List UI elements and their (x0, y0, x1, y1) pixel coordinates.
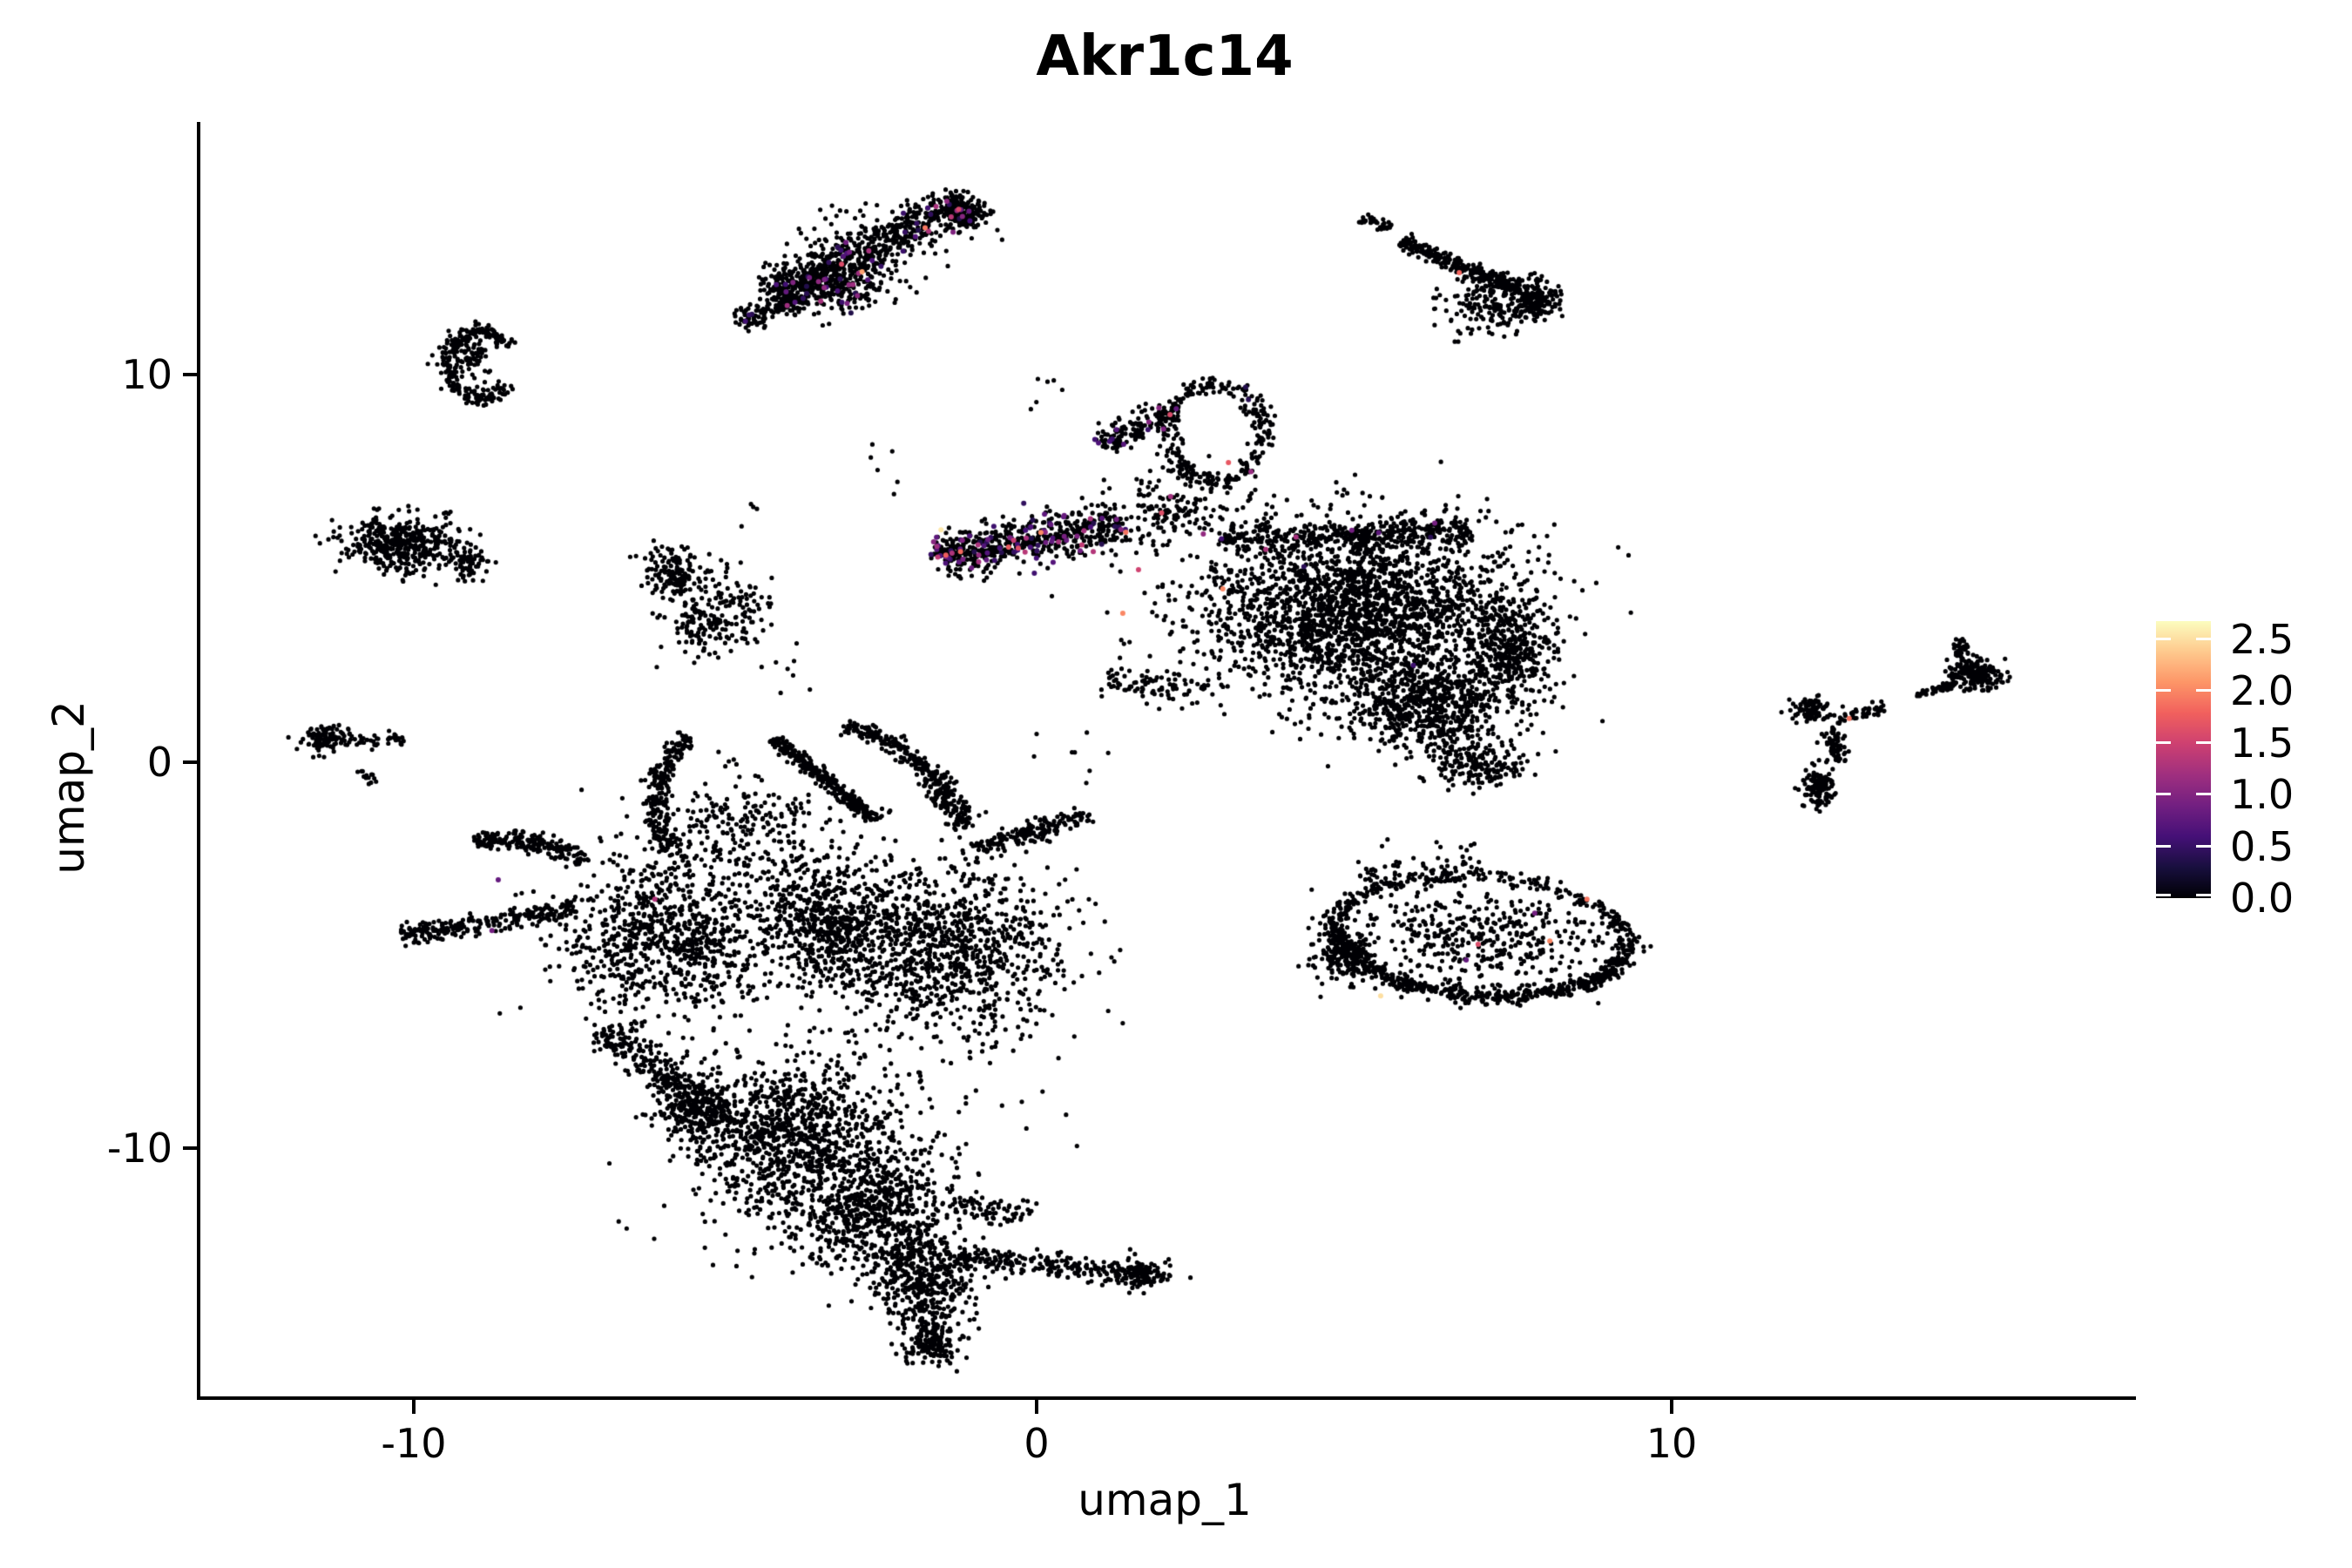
colorbar-legend: 2.5 2.0 1.5 1.0 0.5 0.0 (2147, 610, 2352, 922)
y-axis-title: umap_2 (44, 700, 94, 875)
colorbar-tick (2156, 741, 2171, 744)
colorbar-tick (2196, 689, 2211, 692)
colorbar-gradient (2156, 621, 2211, 898)
colorbar-tick (2196, 793, 2211, 795)
colorbar-label: 2.0 (2230, 667, 2295, 714)
colorbar-tick (2156, 638, 2171, 640)
y-tick-mark (183, 373, 197, 376)
x-axis-title: umap_1 (1078, 1475, 1252, 1525)
colorbar-tick (2156, 689, 2171, 692)
y-tick-label: 0 (146, 739, 172, 786)
x-tick-mark (1035, 1400, 1038, 1414)
y-tick-mark (183, 760, 197, 764)
plot-title: Akr1c14 (1036, 24, 1294, 89)
y-tick-label: -10 (106, 1125, 172, 1172)
y-tick-label: 10 (121, 351, 172, 398)
x-tick-label: 10 (1646, 1420, 1698, 1467)
colorbar-tick (2196, 894, 2211, 896)
colorbar-tick (2156, 894, 2171, 896)
x-tick-mark (1670, 1400, 1673, 1414)
colorbar-tick (2196, 845, 2211, 848)
x-tick-label: -10 (381, 1420, 447, 1467)
colorbar-label: 1.5 (2230, 720, 2295, 767)
colorbar-label: 0.5 (2230, 823, 2295, 870)
x-axis-line (197, 1396, 2136, 1400)
colorbar-label: 1.0 (2230, 771, 2295, 818)
x-tick-mark (412, 1400, 416, 1414)
colorbar-label: 0.0 (2230, 875, 2295, 922)
colorbar-label: 2.5 (2230, 616, 2295, 663)
colorbar-tick (2156, 793, 2171, 795)
colorbar-tick (2156, 845, 2171, 848)
colorbar-tick (2196, 741, 2211, 744)
y-axis-line (197, 122, 200, 1400)
x-tick-label: 0 (1024, 1420, 1050, 1467)
y-tick-mark (183, 1146, 197, 1150)
colorbar-tick (2196, 638, 2211, 640)
